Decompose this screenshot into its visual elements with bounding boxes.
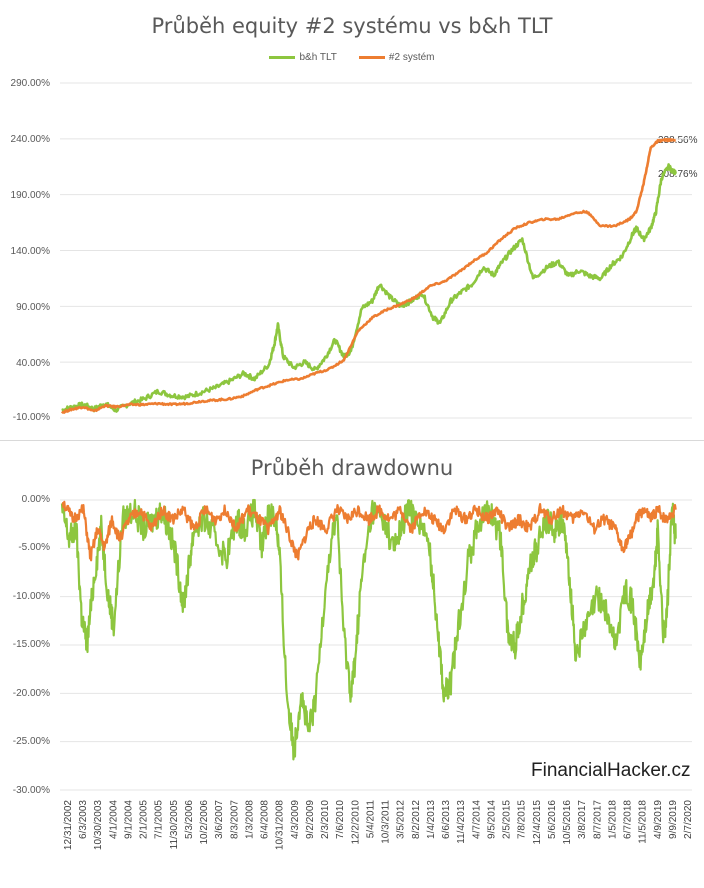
x-tick-label: 5/4/2011 [365, 800, 376, 839]
x-tick-label: 10/3/2011 [381, 800, 392, 844]
x-tick-label: 3/5/2012 [396, 800, 407, 839]
panel-divider [0, 440, 704, 441]
legend-item-bh-tlt: b&h TLT [269, 52, 337, 63]
drawdown-ytick-label: -10.00% [12, 591, 50, 602]
x-tick-label: 1/4/2013 [426, 800, 437, 839]
x-tick-label: 4/1/2004 [108, 800, 119, 839]
x-tick-label: 6/6/2013 [441, 800, 452, 839]
legend-swatch-bh-tlt [269, 56, 296, 59]
x-tick-label: 7/6/2010 [335, 800, 346, 839]
x-tick-label: 4/9/2019 [653, 800, 664, 839]
drawdown-ytick-label: -15.00% [12, 639, 50, 650]
equity-legend: b&h TLT #2 systém [0, 52, 704, 63]
x-tick-label: 8/2/2012 [411, 800, 422, 839]
x-tick-label: 11/4/2013 [456, 800, 467, 844]
x-tick-label: 5/3/2006 [184, 800, 195, 839]
x-tick-label: 10/5/2016 [562, 800, 573, 845]
equity-ytick-label: 90.00% [16, 302, 50, 313]
equity-ytick-label: 290.00% [10, 78, 50, 89]
x-tick-label: 6/3/2003 [78, 800, 89, 839]
legend-swatch-system [358, 56, 385, 59]
legend-item-system: #2 systém [358, 52, 435, 63]
drawdown-ytick-label: 0.00% [21, 494, 50, 505]
x-tick-label: 12/4/2015 [532, 800, 543, 845]
x-tick-label: 1/5/2018 [607, 800, 618, 839]
equity-ytick-label: 190.00% [10, 190, 50, 201]
drawdown-system-line [61, 500, 677, 562]
x-tick-label: 11/30/2005 [169, 800, 180, 850]
x-tick-label: 6/4/2008 [260, 800, 271, 839]
equity-ytick-label: -10.00% [12, 412, 50, 423]
x-tick-label: 8/7/2017 [592, 800, 603, 839]
system-end-label: 238.56% [658, 135, 698, 146]
x-tick-label: 9/9/2019 [668, 800, 679, 839]
x-tick-label: 9/2/2009 [305, 800, 316, 839]
equity-bh-tlt-line [61, 163, 677, 413]
equity-chart-title: Průběh equity #2 systému vs b&h TLT [151, 14, 553, 38]
equity-ytick-label: 240.00% [10, 134, 50, 145]
legend-label-system: #2 systém [388, 52, 435, 63]
x-tick-label: 2/3/2010 [320, 800, 331, 839]
x-tick-label: 7/8/2015 [517, 800, 528, 839]
x-tick-label: 12/31/2002 [63, 800, 74, 850]
x-tick-label: 6/7/2018 [623, 800, 634, 839]
x-tick-label: 2/5/2015 [502, 800, 513, 839]
x-tick-label: 10/31/2008 [275, 800, 286, 850]
drawdown-ytick-label: -25.00% [12, 736, 50, 747]
x-tick-label: 10/30/2003 [93, 800, 104, 850]
x-tick-label: 12/2/2010 [350, 800, 361, 845]
x-tick-label: 10/2/2006 [199, 800, 210, 845]
drawdown-bh-tlt-line [60, 498, 677, 761]
equity-ytick-label: 40.00% [16, 358, 50, 369]
drawdown-ytick-label: -5.00% [18, 542, 50, 553]
equity-ytick-label: 140.00% [10, 246, 50, 257]
drawdown-ytick-label: -30.00% [12, 785, 50, 796]
x-tick-label: 9/5/2014 [486, 800, 497, 839]
x-tick-label: 9/1/2004 [124, 800, 135, 839]
x-tick-label: 5/6/2016 [547, 800, 558, 839]
drawdown-ytick-label: -20.00% [12, 688, 50, 699]
equity-system-line [60, 138, 677, 415]
watermark: FinancialHacker.cz [531, 760, 691, 781]
x-tick-label: 2/1/2005 [139, 800, 150, 839]
drawdown-chart-title: Průběh drawdownu [250, 456, 454, 480]
x-tick-label: 4/7/2014 [471, 800, 482, 839]
x-tick-label: 7/1/2005 [154, 800, 165, 839]
x-tick-label: 2/7/2020 [683, 800, 694, 839]
x-tick-label: 1/3/2008 [245, 800, 256, 839]
x-tick-label: 3/8/2017 [577, 800, 588, 839]
x-tick-label: 11/5/2018 [638, 800, 649, 844]
x-tick-label: 8/3/2007 [229, 800, 240, 839]
bh-end-label: 208.76% [658, 169, 698, 180]
legend-label-bh-tlt: b&h TLT [299, 52, 337, 63]
x-tick-label: 4/3/2009 [290, 800, 301, 839]
x-tick-label: 3/6/2007 [214, 800, 225, 839]
